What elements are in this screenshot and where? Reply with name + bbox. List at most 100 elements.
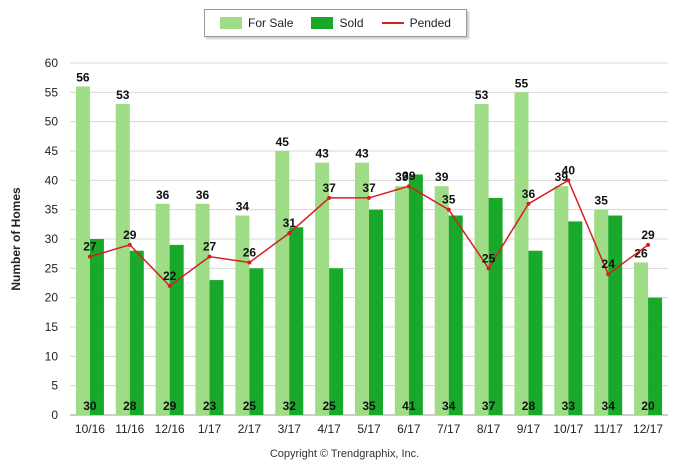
bar-for-sale [115,104,130,416]
data-label-pended: 27 [203,240,217,254]
x-tick-label: 11/16 [115,422,144,436]
bar-sold [448,215,463,415]
point-pended [247,260,252,265]
y-tick-label: 0 [51,408,58,422]
y-tick-label: 35 [45,203,59,217]
data-label-for-sale: 39 [435,170,449,184]
data-label-sold: 37 [482,399,496,413]
data-label-for-sale: 53 [475,88,489,102]
point-pended [646,242,651,247]
data-label-sold: 35 [362,399,376,413]
y-tick-label: 40 [45,173,59,187]
bar-sold [289,227,304,415]
bar-for-sale [634,262,649,415]
bar-sold [89,239,104,415]
data-label-for-sale: 55 [515,76,529,90]
bar-for-sale [155,203,170,415]
legend-item-sold: Sold [311,16,364,30]
data-label-pended: 35 [442,193,456,207]
data-label-for-sale: 43 [315,147,329,161]
data-label-sold: 29 [163,399,177,413]
bar-sold [209,280,224,415]
bar-sold [129,250,144,415]
x-tick-label: 12/16 [155,422,185,436]
x-tick-label: 5/17 [357,422,381,436]
data-label-pended: 36 [522,187,536,201]
bar-for-sale [315,162,330,415]
data-label-pended: 27 [83,240,97,254]
bar-for-sale [474,104,489,416]
bar-sold [369,209,383,415]
data-label-sold: 32 [283,399,297,413]
data-label-for-sale: 43 [355,147,369,161]
data-label-pended: 29 [641,228,655,242]
x-tick-label: 4/17 [317,422,341,436]
x-tick-label: 9/17 [517,422,541,436]
data-label-sold: 34 [602,399,616,413]
data-label-sold: 25 [322,399,336,413]
bar-for-sale [275,151,290,415]
data-label-sold: 34 [442,399,456,413]
point-pended [446,207,451,212]
data-label-pended: 29 [123,228,137,242]
bar-sold [329,268,344,415]
data-label-pended: 39 [402,169,416,183]
legend: For Sale Sold Pended [204,9,467,37]
point-pended [486,266,491,271]
data-label-sold: 20 [641,399,655,413]
point-pended [167,283,172,288]
y-tick-label: 50 [45,115,59,129]
data-label-pended: 37 [362,181,376,195]
y-tick-label: 15 [45,320,59,334]
data-label-for-sale: 35 [595,194,609,208]
data-label-for-sale: 36 [196,188,210,202]
data-label-for-sale: 56 [76,70,90,84]
bar-for-sale [75,86,90,415]
copyright: Copyright © Trendgraphix, Inc. [269,448,420,460]
data-label-pended: 37 [322,181,336,195]
x-tick-label: 1/17 [198,422,222,436]
data-label-for-sale: 39 [395,170,409,184]
data-label-pended: 40 [562,163,576,177]
point-pended [87,254,92,259]
data-label-pended: 22 [163,269,177,283]
y-tick-label: 45 [45,144,59,158]
y-tick-label: 60 [45,56,59,70]
point-pended [526,201,531,206]
data-label-sold: 30 [83,399,97,413]
bar-sold [169,244,184,415]
legend-item-pended: Pended [381,16,451,30]
x-tick-label: 10/17 [553,422,583,436]
data-label-sold: 23 [203,399,217,413]
legend-label-sold: Sold [339,16,364,30]
bar-sold [568,221,583,415]
legend-label-for-sale: For Sale [248,16,294,30]
data-label-for-sale: 53 [116,88,130,102]
data-label-for-sale: 34 [236,200,250,214]
bar-for-sale [394,186,409,415]
x-tick-label: 11/17 [594,422,623,436]
x-tick-label: 8/17 [477,422,501,436]
y-axis-title: Number of Homes [9,187,23,291]
point-pended [287,231,292,236]
point-pended [207,254,212,259]
data-label-pended: 31 [283,216,297,230]
data-label-for-sale: 36 [156,188,170,202]
bar-sold [528,250,543,415]
bar-sold [648,297,663,415]
y-tick-label: 30 [45,232,59,246]
data-label-sold: 28 [522,399,536,413]
y-tick-label: 20 [45,291,59,305]
x-tick-label: 10/16 [75,422,105,436]
data-label-for-sale: 26 [634,246,648,260]
data-label-pended: 25 [482,251,496,265]
x-tick-label: 2/17 [238,422,262,436]
bar-for-sale [594,209,609,415]
legend-label-pended: Pended [409,16,451,30]
bar-sold [408,174,423,415]
legend-item-for-sale: For Sale [220,16,293,30]
bar-for-sale [514,92,529,415]
point-pended [367,195,371,200]
y-tick-label: 55 [45,85,59,99]
